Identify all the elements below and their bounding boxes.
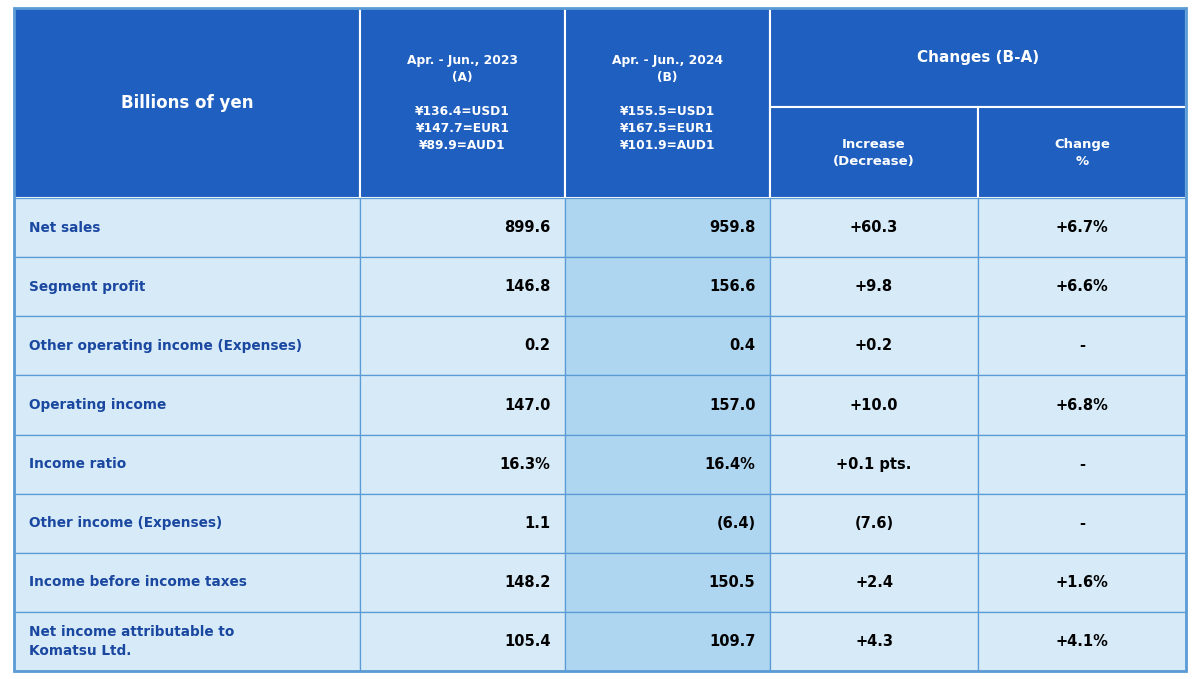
Bar	[978, 553, 1186, 612]
Text: +9.8: +9.8	[854, 279, 893, 295]
Bar	[14, 494, 360, 553]
Bar	[565, 553, 770, 612]
Text: 16.4%: 16.4%	[704, 456, 756, 472]
Bar	[770, 198, 978, 257]
Bar	[978, 257, 1186, 316]
Bar	[565, 198, 770, 257]
Bar	[770, 612, 978, 671]
Text: Other operating income (Expenses): Other operating income (Expenses)	[29, 339, 302, 353]
Text: Operating income: Operating income	[29, 398, 166, 412]
Text: Billions of yen: Billions of yen	[121, 94, 253, 112]
Bar	[978, 435, 1186, 494]
Text: 150.5: 150.5	[709, 574, 756, 590]
Bar	[770, 375, 978, 435]
Text: +0.1 pts.: +0.1 pts.	[836, 456, 912, 472]
Bar	[770, 494, 978, 553]
Bar	[360, 435, 565, 494]
Bar	[770, 8, 1186, 107]
Bar	[565, 257, 770, 316]
Text: (7.6): (7.6)	[854, 515, 894, 531]
Bar	[978, 494, 1186, 553]
Text: Net income attributable to
Komatsu Ltd.: Net income attributable to Komatsu Ltd.	[29, 625, 234, 657]
Text: Net sales: Net sales	[29, 221, 100, 235]
Bar	[360, 553, 565, 612]
Text: +6.6%: +6.6%	[1056, 279, 1109, 295]
Bar	[770, 553, 978, 612]
Text: (6.4): (6.4)	[716, 515, 756, 531]
Text: +4.1%: +4.1%	[1056, 634, 1109, 649]
Text: Apr. - Jun., 2023
(A)

¥136.4=USD1
¥147.7=EUR1
¥89.9=AUD1: Apr. - Jun., 2023 (A) ¥136.4=USD1 ¥147.7…	[407, 54, 518, 152]
Text: 148.2: 148.2	[504, 574, 551, 590]
Bar	[565, 612, 770, 671]
Text: 899.6: 899.6	[504, 220, 551, 236]
Bar	[770, 107, 978, 198]
Text: Change
%: Change %	[1054, 138, 1110, 168]
Bar	[565, 494, 770, 553]
Bar	[978, 198, 1186, 257]
Bar	[978, 375, 1186, 435]
Bar	[360, 375, 565, 435]
Bar	[360, 8, 565, 198]
Text: Income before income taxes: Income before income taxes	[29, 575, 247, 589]
Text: Segment profit: Segment profit	[29, 280, 145, 294]
Bar	[978, 612, 1186, 671]
Text: 147.0: 147.0	[504, 397, 551, 413]
Bar	[565, 435, 770, 494]
Bar	[360, 257, 565, 316]
Text: +60.3: +60.3	[850, 220, 898, 236]
Bar	[770, 316, 978, 375]
Text: 156.6: 156.6	[709, 279, 756, 295]
Bar	[565, 375, 770, 435]
Bar	[565, 8, 770, 198]
Text: +10.0: +10.0	[850, 397, 899, 413]
Bar	[14, 435, 360, 494]
Bar	[360, 494, 565, 553]
Bar	[14, 375, 360, 435]
Bar	[14, 198, 360, 257]
Bar	[770, 435, 978, 494]
Text: 1.1: 1.1	[524, 515, 551, 531]
Text: Other income (Expenses): Other income (Expenses)	[29, 516, 222, 530]
Text: 146.8: 146.8	[504, 279, 551, 295]
Text: +6.7%: +6.7%	[1056, 220, 1109, 236]
Bar	[770, 257, 978, 316]
Text: +4.3: +4.3	[856, 634, 893, 649]
Text: 157.0: 157.0	[709, 397, 756, 413]
Bar	[978, 107, 1186, 198]
Text: 0.2: 0.2	[524, 338, 551, 354]
Bar	[14, 316, 360, 375]
Text: Changes (B-A): Changes (B-A)	[917, 50, 1039, 65]
Text: -: -	[1079, 515, 1085, 531]
Text: +1.6%: +1.6%	[1056, 574, 1109, 590]
Text: 16.3%: 16.3%	[499, 456, 551, 472]
Bar	[14, 257, 360, 316]
Text: 959.8: 959.8	[709, 220, 756, 236]
Bar	[565, 316, 770, 375]
Bar	[360, 198, 565, 257]
Bar	[14, 612, 360, 671]
Text: 0.4: 0.4	[730, 338, 756, 354]
Text: +6.8%: +6.8%	[1056, 397, 1109, 413]
Text: 105.4: 105.4	[504, 634, 551, 649]
Bar	[360, 612, 565, 671]
Bar	[14, 8, 360, 198]
Text: -: -	[1079, 338, 1085, 354]
Text: 109.7: 109.7	[709, 634, 756, 649]
Text: Apr. - Jun., 2024
(B)

¥155.5=USD1
¥167.5=EUR1
¥101.9=AUD1: Apr. - Jun., 2024 (B) ¥155.5=USD1 ¥167.5…	[612, 54, 722, 152]
Text: -: -	[1079, 456, 1085, 472]
Text: Increase
(Decrease): Increase (Decrease)	[833, 138, 914, 168]
Bar	[978, 316, 1186, 375]
Text: +0.2: +0.2	[854, 338, 893, 354]
Bar	[360, 316, 565, 375]
Text: +2.4: +2.4	[856, 574, 893, 590]
Text: Income ratio: Income ratio	[29, 457, 126, 471]
Bar	[14, 553, 360, 612]
